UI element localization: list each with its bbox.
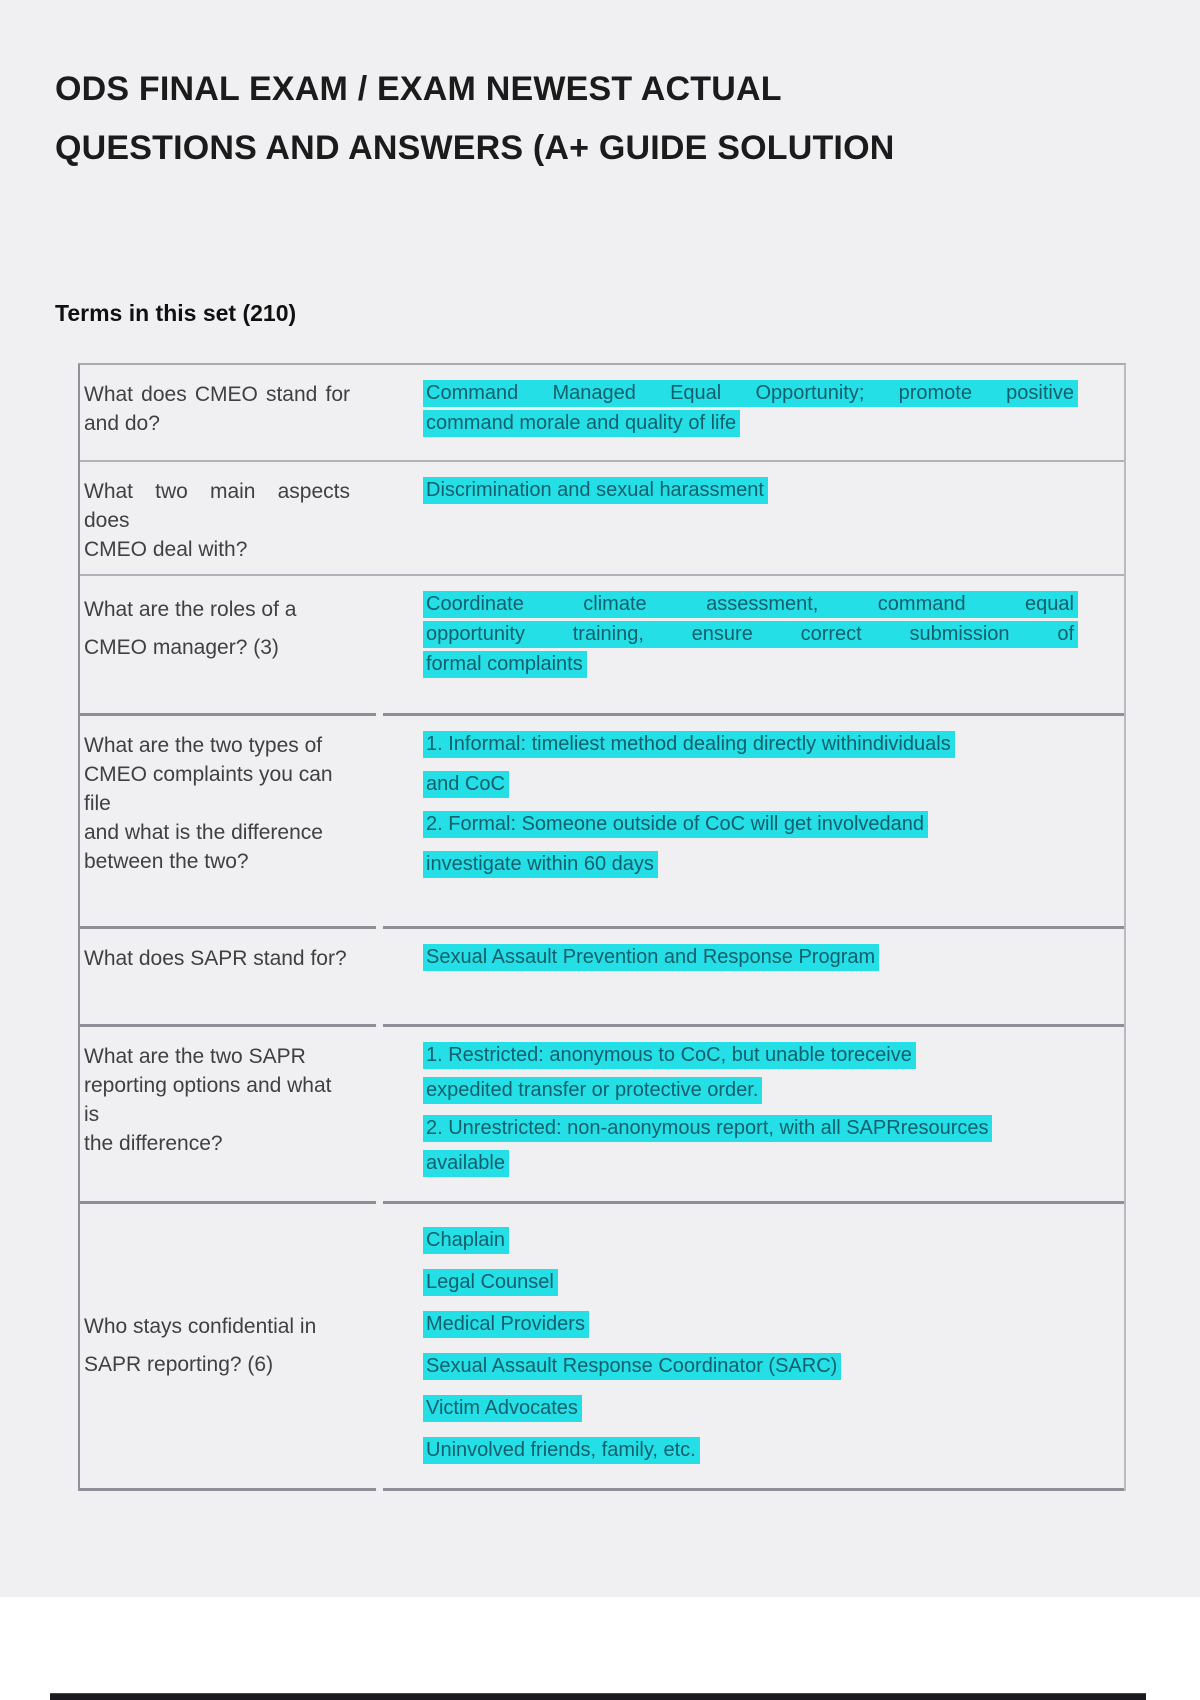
answer-text-line: formal complaints	[423, 650, 1078, 679]
term-answer: Coordinate climate assessment, command e…	[383, 576, 1124, 713]
answer-text-line: 2. Formal: Someone outside of CoC will g…	[423, 810, 1078, 839]
highlighted-answer-text: expedited transfer or protective order.	[423, 1077, 763, 1104]
term-row-4: What are the two types of CMEO complaint…	[80, 713, 1124, 926]
question-text-line: Who stays confidential in	[84, 1315, 317, 1338]
highlighted-answer-text: 1. Restricted: anonymous to CoC, but una…	[423, 1042, 916, 1069]
answer-text-line: Command Managed Equal Opportunity; promo…	[423, 379, 1078, 408]
question-text-line: and what is the difference	[84, 821, 323, 844]
question-text-line: What are the two types of	[84, 734, 323, 757]
highlighted-answer-text: Command Managed Equal Opportunity; promo…	[423, 380, 1078, 407]
terms-set-heading: Terms in this set (210)	[55, 300, 297, 326]
answer-text-line: 2. Unrestricted: non-anonymous report, w…	[423, 1114, 1078, 1143]
highlighted-answer-text: opportunity training, ensure correct sub…	[423, 621, 1078, 648]
question-text-line: CMEO deal with?	[84, 538, 248, 561]
highlighted-answer-text: Legal Counsel	[423, 1269, 558, 1296]
highlighted-answer-text: Medical Providers	[423, 1311, 589, 1338]
term-question: What does CMEO stand for and do?	[80, 365, 376, 460]
highlighted-answer-text: 1. Informal: timeliest method dealing di…	[423, 731, 955, 758]
answer-text-line: available	[423, 1149, 1078, 1178]
term-answer: 1. Restricted: anonymous to CoC, but una…	[383, 1024, 1124, 1201]
highlighted-answer-text: Chaplain	[423, 1227, 509, 1254]
answer-list-item: Legal Counsel	[423, 1268, 1078, 1297]
term-answer: Sexual Assault Prevention and Response P…	[383, 926, 1124, 1024]
answer-text-line: 1. Informal: timeliest method dealing di…	[423, 730, 1078, 759]
term-row-6: What are the two SAPR reporting options …	[80, 1024, 1124, 1201]
term-question: Who stays confidential in SAPR reporting…	[80, 1201, 376, 1491]
answer-text-line: expedited transfer or protective order.	[423, 1076, 1078, 1105]
answer-list-item: Medical Providers	[423, 1310, 1078, 1339]
answer-list-item: Victim Advocates	[423, 1394, 1078, 1423]
question-text-line: between the two?	[84, 850, 249, 873]
question-text-line: CMEO complaints you can file	[84, 763, 333, 815]
term-answer: 1. Informal: timeliest method dealing di…	[383, 713, 1124, 926]
highlighted-answer-text: Sexual Assault Prevention and Response P…	[423, 944, 880, 971]
highlighted-answer-text: 2. Unrestricted: non-anonymous report, w…	[423, 1115, 993, 1142]
term-row-2: What two main aspects does CMEO deal wit…	[80, 460, 1124, 574]
term-row-5: What does SAPR stand for? Sexual Assault…	[80, 926, 1124, 1024]
term-answer: Chaplain Legal Counsel Medical Providers…	[383, 1201, 1124, 1491]
page-background	[0, 0, 1200, 1597]
answer-text-line: Discrimination and sexual harassment	[423, 476, 1078, 505]
question-text-line: What are the two SAPR	[84, 1045, 306, 1068]
highlighted-answer-text: available	[423, 1150, 509, 1177]
term-row-7: Who stays confidential in SAPR reporting…	[80, 1201, 1124, 1491]
term-answer: Command Managed Equal Opportunity; promo…	[383, 365, 1124, 460]
question-text-line: the difference?	[84, 1132, 223, 1155]
term-row-1: What does CMEO stand for and do? Command…	[80, 365, 1124, 460]
highlighted-answer-text: Uninvolved friends, family, etc.	[423, 1437, 700, 1464]
highlighted-answer-text: 2. Formal: Someone outside of CoC will g…	[423, 811, 929, 838]
highlighted-answer-text: Coordinate climate assessment, command e…	[423, 591, 1078, 618]
question-text-line: reporting options and what is	[84, 1074, 332, 1126]
question-text-line: What does CMEO stand for	[84, 383, 350, 406]
question-text-line: What does SAPR stand for?	[84, 947, 347, 970]
term-question: What are the roles of a CMEO manager? (3…	[80, 576, 376, 713]
highlighted-answer-text: Sexual Assault Response Coordinator (SAR…	[423, 1353, 842, 1380]
answer-text-line: opportunity training, ensure correct sub…	[423, 620, 1078, 649]
highlighted-answer-text: and CoC	[423, 771, 509, 798]
answer-text-line: and CoC	[423, 770, 1078, 799]
highlighted-answer-text: command morale and quality of life	[423, 410, 741, 437]
question-text-line: What two main aspects does	[84, 480, 350, 532]
answer-text-line: investigate within 60 days	[423, 850, 1078, 879]
page-content: ODS FINAL EXAM / EXAM NEWEST ACTUAL QUES…	[55, 60, 1126, 1491]
page-title: ODS FINAL EXAM / EXAM NEWEST ACTUAL QUES…	[55, 60, 1015, 178]
answer-list-item: Chaplain	[423, 1226, 1078, 1255]
highlighted-answer-text: Discrimination and sexual harassment	[423, 477, 768, 504]
question-text-line: What are the roles of a	[84, 598, 297, 621]
question-text-line: SAPR reporting? (6)	[84, 1353, 274, 1376]
highlighted-answer-text: formal complaints	[423, 651, 587, 678]
term-row-3: What are the roles of a CMEO manager? (3…	[80, 574, 1124, 713]
highlighted-answer-text: Victim Advocates	[423, 1395, 582, 1422]
answer-list-item: Sexual Assault Response Coordinator (SAR…	[423, 1352, 1078, 1381]
terms-table: What does CMEO stand for and do? Command…	[78, 363, 1126, 1491]
term-question: What are the two SAPR reporting options …	[80, 1024, 376, 1201]
highlighted-answer-text: investigate within 60 days	[423, 851, 658, 878]
term-question: What two main aspects does CMEO deal wit…	[80, 462, 376, 574]
question-text-line: and do?	[84, 412, 160, 435]
question-text-line: CMEO manager? (3)	[84, 636, 279, 659]
answer-list-item: Uninvolved friends, family, etc.	[423, 1436, 1078, 1465]
page-bottom-divider-bar	[50, 1693, 1146, 1700]
term-answer: Discrimination and sexual harassment	[383, 462, 1124, 574]
answer-text-line: command morale and quality of life	[423, 409, 1078, 438]
page-title-line-2: QUESTIONS AND ANSWERS (A+ GUIDE SOLUTION	[55, 129, 895, 167]
answer-text-line: Sexual Assault Prevention and Response P…	[423, 943, 1078, 972]
answer-text-line: 1. Restricted: anonymous to CoC, but una…	[423, 1041, 1078, 1070]
term-question: What are the two types of CMEO complaint…	[80, 713, 376, 926]
page-title-line-1: ODS FINAL EXAM / EXAM NEWEST ACTUAL	[55, 70, 782, 108]
term-question: What does SAPR stand for?	[80, 926, 376, 1024]
answer-text-line: Coordinate climate assessment, command e…	[423, 590, 1078, 619]
